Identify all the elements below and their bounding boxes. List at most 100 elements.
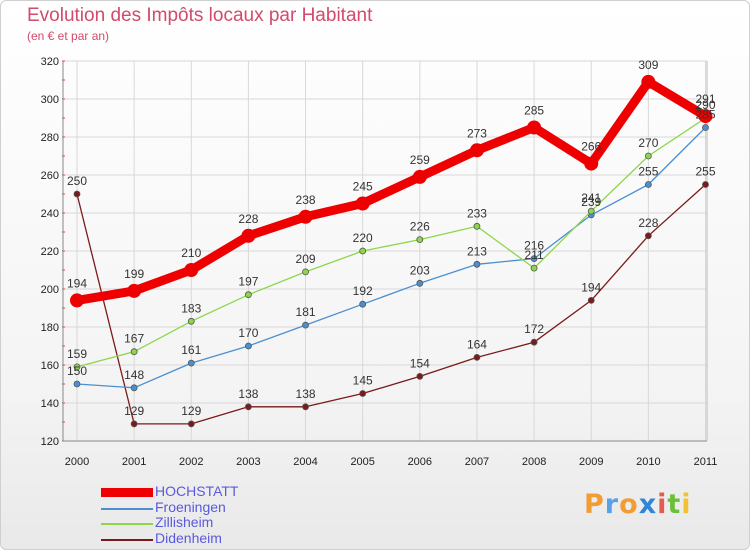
data-label-froeningen: 239 <box>581 195 601 209</box>
data-label-froeningen: 170 <box>238 326 258 340</box>
legend-label: Froeningen <box>155 498 226 515</box>
x-tick-label: 2009 <box>579 456 603 468</box>
data-point-hochstatt <box>698 109 713 124</box>
series-layer <box>70 74 713 428</box>
y-tick-label: 120 <box>41 436 59 448</box>
data-point-hochstatt <box>355 196 370 211</box>
data-label-hochstatt: 259 <box>410 153 430 167</box>
data-label-hochstatt: 266 <box>581 140 601 154</box>
data-point-froeningen <box>644 181 652 188</box>
x-tick-label: 2005 <box>350 456 374 468</box>
x-tick-label: 2011 <box>694 456 718 468</box>
y-tick-label: 220 <box>41 246 59 258</box>
label-layer: 194 199 210 228 238 245 259 273 285 266 309 291 150 1… <box>67 58 716 418</box>
data-point-froeningen <box>187 359 195 367</box>
data-label-didenheim: 172 <box>524 322 544 336</box>
data-label-zillisheim: 211 <box>525 248 544 262</box>
y-tick-label: 240 <box>41 208 59 220</box>
data-label-hochstatt: 285 <box>524 104 544 118</box>
y-tick-label: 260 <box>41 170 59 182</box>
data-label-zillisheim: 209 <box>296 252 316 266</box>
data-label-didenheim: 255 <box>695 165 715 179</box>
data-point-hochstatt <box>469 143 484 158</box>
data-point-zillisheim <box>416 236 424 244</box>
data-label-froeningen: 148 <box>124 368 144 382</box>
data-label-didenheim: 164 <box>467 337 487 351</box>
data-label-hochstatt: 291 <box>695 92 715 106</box>
data-label-froeningen: 150 <box>67 364 87 378</box>
legend-label: HOCHSTATT <box>155 483 239 499</box>
data-label-hochstatt: 309 <box>638 58 658 72</box>
data-label-didenheim: 228 <box>638 216 658 230</box>
chart-title: Evolution des Impôts locaux par Habitant <box>27 5 373 26</box>
data-point-zillisheim <box>187 317 195 325</box>
data-point-hochstatt <box>584 156 599 171</box>
brand-letter: x <box>638 489 658 520</box>
data-point-zillisheim <box>245 291 252 299</box>
data-point-zillisheim <box>302 268 309 276</box>
data-label-zillisheim: 233 <box>467 206 487 220</box>
legend-swatch <box>101 488 153 497</box>
data-point-didenheim <box>359 390 367 397</box>
data-point-didenheim <box>73 190 81 198</box>
data-point-hochstatt <box>241 228 256 243</box>
data-point-didenheim <box>473 353 481 361</box>
grid-layer <box>63 60 707 442</box>
series-line-zillisheim <box>76 117 707 368</box>
y-tick-label: 200 <box>41 284 59 296</box>
legend-swatch <box>101 523 153 525</box>
data-label-froeningen: 192 <box>353 284 373 298</box>
data-label-zillisheim: 183 <box>181 301 201 315</box>
brand-letter: i <box>681 489 692 520</box>
data-point-froeningen <box>702 124 709 131</box>
data-point-hochstatt <box>70 293 84 308</box>
data-label-zillisheim: 159 <box>67 347 87 361</box>
x-tick-label: 2000 <box>65 456 89 468</box>
data-point-hochstatt <box>127 283 142 298</box>
data-point-zillisheim <box>473 222 481 230</box>
data-point-zillisheim <box>587 207 595 215</box>
data-point-didenheim <box>130 420 138 428</box>
brand-logo: Proxiti <box>584 489 692 520</box>
y-tick-label: 300 <box>41 94 59 106</box>
series-line-froeningen <box>76 126 707 389</box>
data-label-zillisheim: 226 <box>410 220 430 234</box>
y-tick-label: 160 <box>41 360 59 372</box>
chart-subtitle: (en € et par an) <box>27 29 110 43</box>
y-tick-label: 280 <box>41 132 59 144</box>
data-label-didenheim: 129 <box>124 404 144 418</box>
brand-letter: P <box>584 489 605 520</box>
data-point-hochstatt <box>184 263 199 277</box>
data-label-hochstatt: 273 <box>467 126 487 140</box>
data-point-hochstatt <box>298 209 313 224</box>
data-label-froeningen: 161 <box>181 343 201 357</box>
data-label-hochstatt: 245 <box>353 180 373 194</box>
data-point-froeningen <box>416 279 424 287</box>
x-tick-label: 2003 <box>236 456 260 468</box>
data-label-didenheim: 154 <box>410 356 430 370</box>
data-label-didenheim: 250 <box>67 174 87 188</box>
x-tick-label: 2002 <box>179 456 203 468</box>
data-label-zillisheim: 270 <box>638 136 658 150</box>
data-point-hochstatt <box>641 74 656 89</box>
data-label-zillisheim: 290 <box>695 98 715 112</box>
data-label-zillisheim: 197 <box>238 275 258 289</box>
data-label-hochstatt: 199 <box>124 267 144 281</box>
data-point-didenheim <box>187 420 195 428</box>
x-tick-label: 2001 <box>122 456 146 468</box>
y-tick-label: 320 <box>41 56 59 68</box>
data-point-didenheim <box>587 296 595 304</box>
data-point-zillisheim <box>359 247 367 255</box>
data-label-zillisheim: 167 <box>124 332 144 346</box>
data-point-didenheim <box>245 403 252 411</box>
brand-letter: t <box>667 489 682 520</box>
data-point-froeningen <box>73 380 81 388</box>
data-label-didenheim: 145 <box>353 374 373 388</box>
data-label-didenheim: 194 <box>581 280 601 294</box>
data-label-hochstatt: 228 <box>238 212 258 226</box>
data-label-froeningen: 181 <box>296 305 316 319</box>
data-point-hochstatt <box>412 169 427 184</box>
x-tick-label: 2008 <box>522 456 546 468</box>
data-label-froeningen: 213 <box>467 244 487 258</box>
legend-label: Zillisheim <box>155 514 214 530</box>
